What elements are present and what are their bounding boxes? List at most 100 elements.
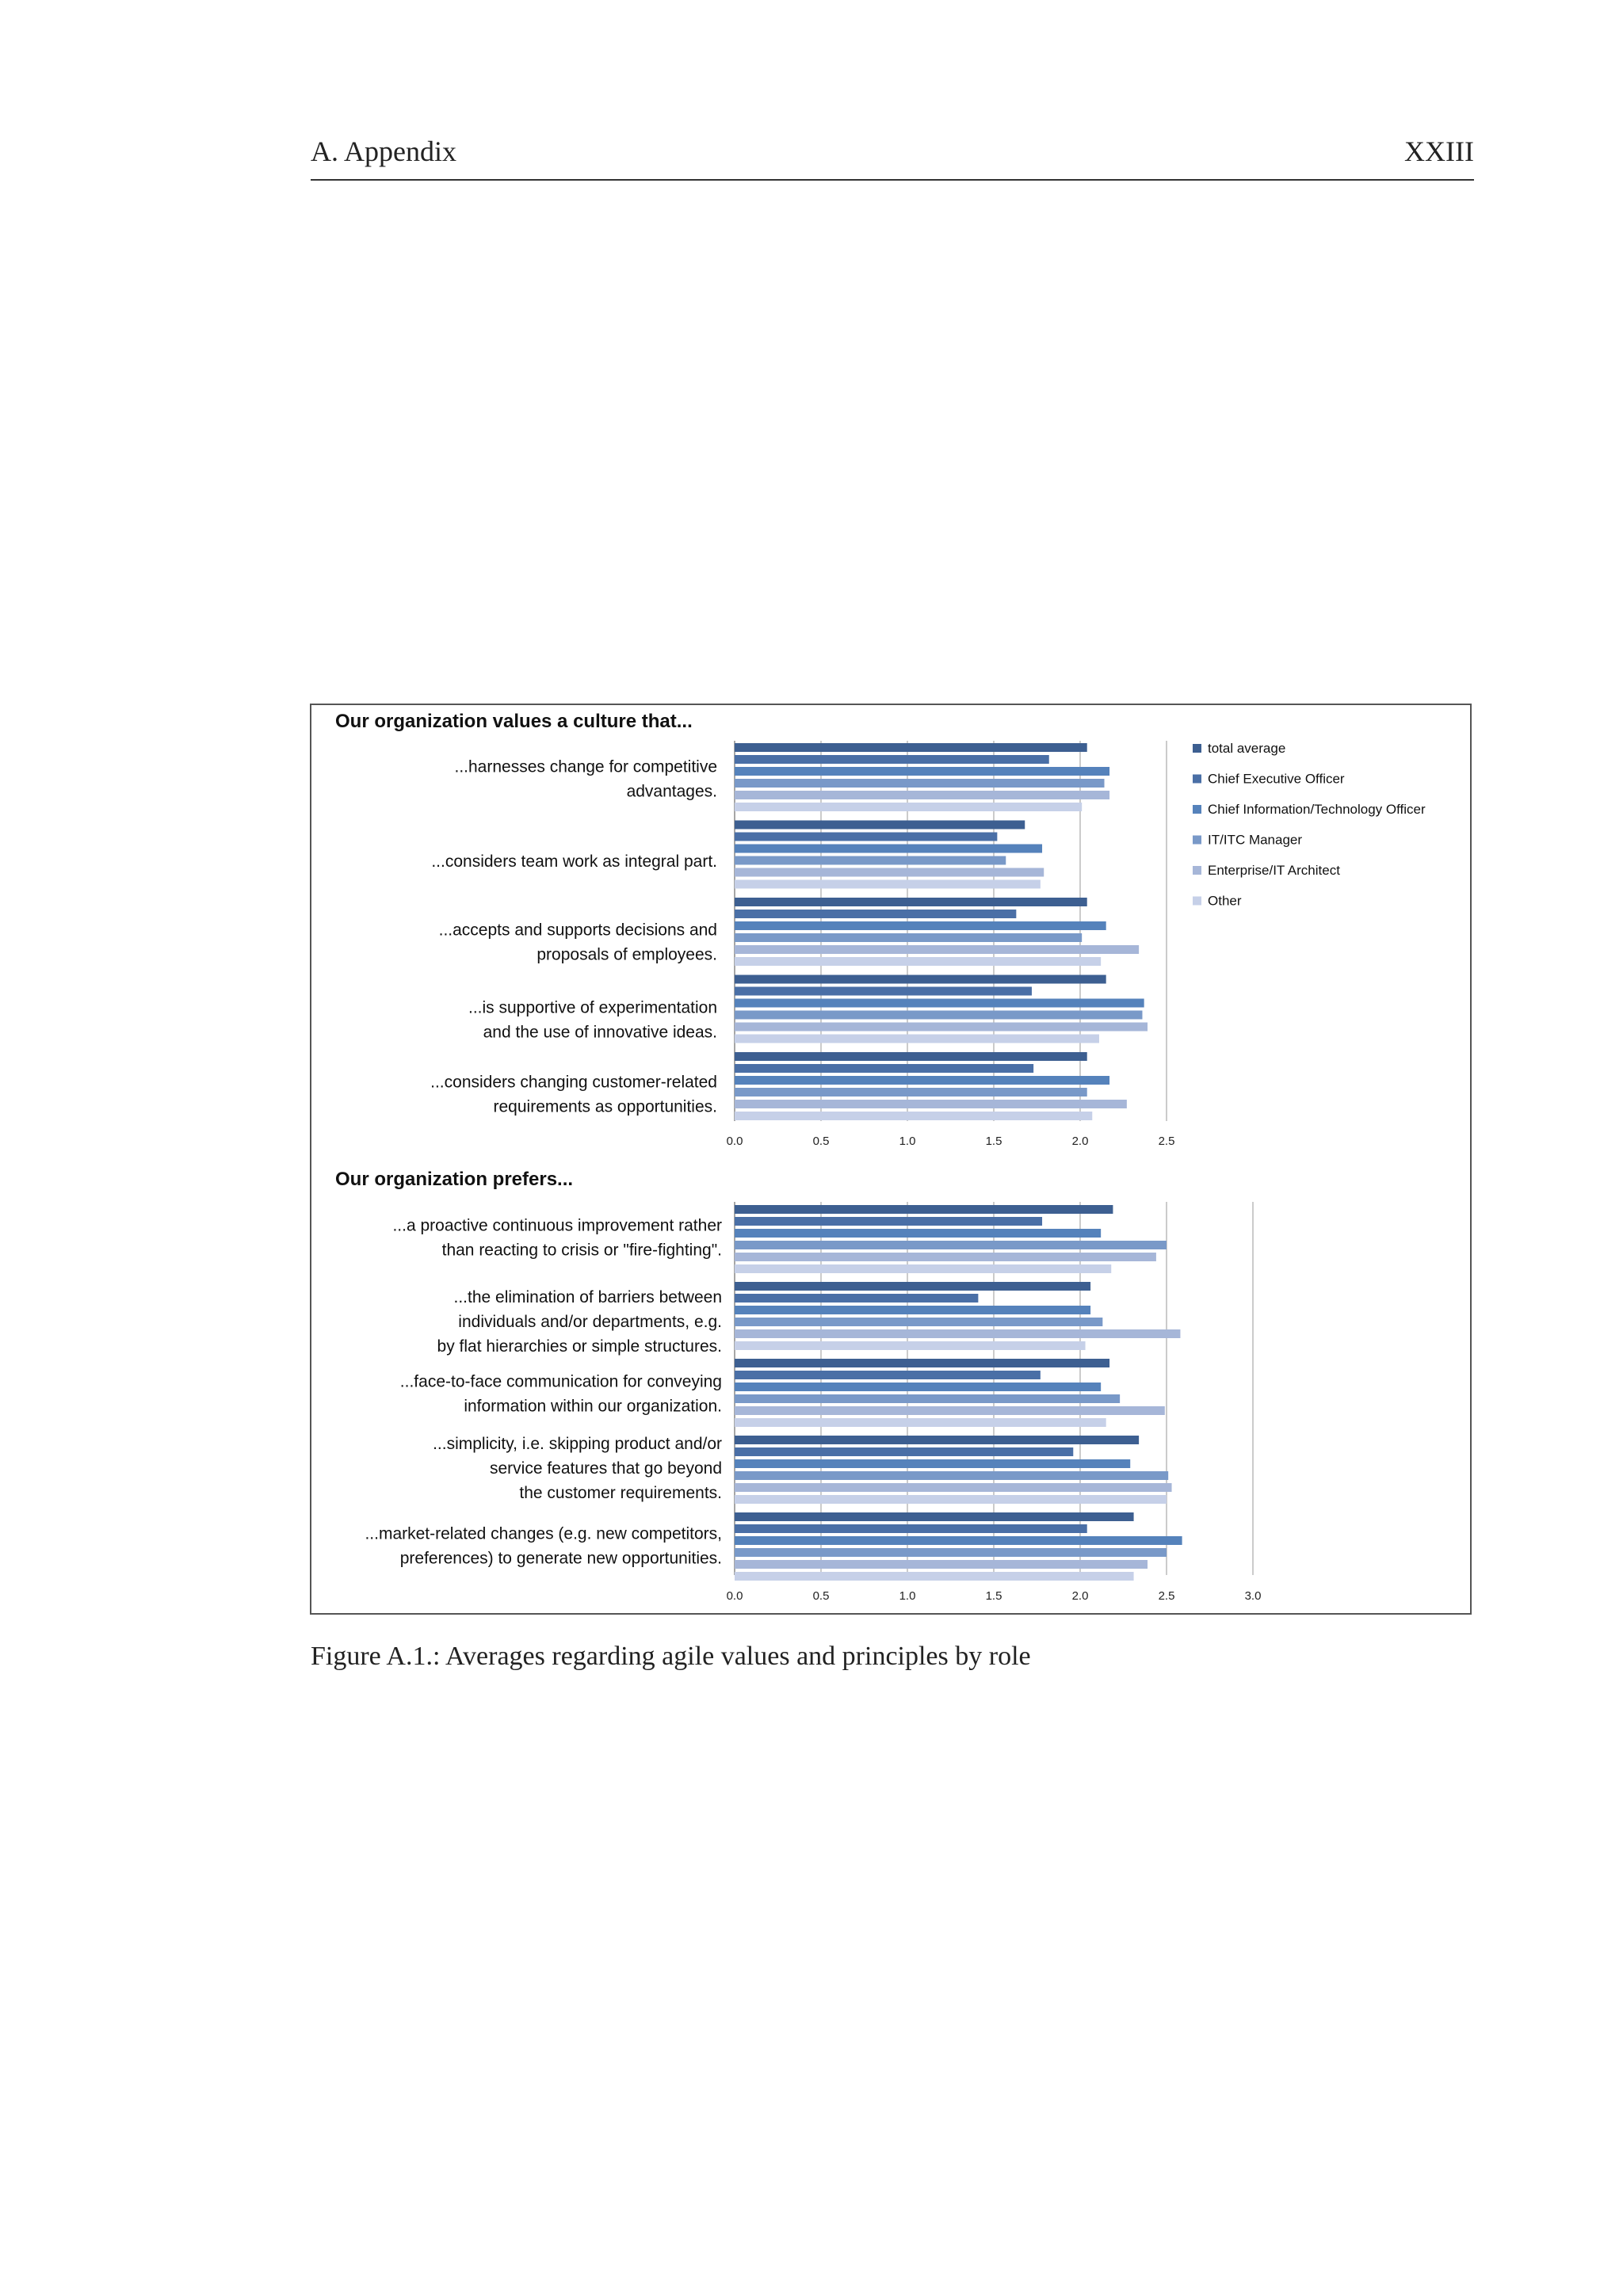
bar: [735, 779, 1105, 788]
bar: [735, 1383, 1102, 1391]
bar: [735, 844, 1043, 853]
bar: [735, 820, 1025, 830]
bar: [735, 1572, 1134, 1581]
category-label: ...considers changing customer-related: [430, 1074, 717, 1092]
bar: [735, 1253, 1156, 1261]
category-label: and the use of innovative ideas.: [483, 1024, 717, 1042]
x-tick-label: 2.0: [1072, 1589, 1089, 1603]
bar: [735, 1512, 1134, 1521]
legend-swatch: [1193, 744, 1201, 753]
x-tick-label: 1.5: [986, 1135, 1002, 1148]
x-tick-label: 0.5: [813, 1589, 830, 1603]
bar: [735, 898, 1087, 906]
bar: [735, 1282, 1091, 1291]
legend-label: Enterprise/IT Architect: [1208, 863, 1340, 878]
bar: [735, 1459, 1131, 1468]
legend-label: Chief Executive Officer: [1208, 772, 1345, 787]
bar: [735, 998, 1144, 1008]
bar: [735, 1064, 1034, 1073]
bar: [735, 1418, 1106, 1427]
bar: [735, 1341, 1086, 1350]
category-label: ...market-related changes (e.g. new comp…: [365, 1525, 722, 1543]
bar: [735, 945, 1140, 954]
bar: [735, 1010, 1143, 1020]
bar: [735, 1229, 1102, 1238]
bar: [735, 832, 998, 841]
x-tick-label: 1.0: [899, 1589, 916, 1603]
category-label: requirements as opportunities.: [494, 1098, 718, 1116]
bar: [735, 879, 1041, 889]
x-tick-label: 2.5: [1159, 1589, 1175, 1603]
category-label: ...considers team work as integral part.: [431, 852, 717, 871]
bar: [735, 933, 1083, 942]
bar: [735, 1536, 1182, 1545]
category-label: the customer requirements.: [519, 1484, 722, 1502]
x-tick-label: 1.0: [899, 1135, 916, 1148]
bar: [735, 1088, 1087, 1097]
category-label: individuals and/or departments, e.g.: [458, 1313, 722, 1331]
bar: [735, 1052, 1087, 1061]
bar: [735, 1294, 979, 1302]
category-label: ...face-to-face communication for convey…: [400, 1373, 722, 1391]
chapter-title: A. Appendix: [311, 135, 456, 167]
x-tick-label: 2.5: [1159, 1135, 1175, 1148]
x-tick-label: 0.0: [727, 1589, 743, 1603]
bar: [735, 1436, 1140, 1444]
bar: [735, 1371, 1041, 1379]
bar: [735, 1112, 1093, 1120]
bar: [735, 921, 1106, 930]
legend-label: total average: [1208, 741, 1285, 756]
bar: [735, 957, 1102, 966]
legend-swatch: [1193, 866, 1201, 875]
bar: [735, 910, 1017, 918]
legend-swatch: [1193, 835, 1201, 845]
bar: [735, 1548, 1167, 1557]
page-header: A. Appendix XXIII: [311, 133, 1474, 181]
bar: [735, 1406, 1165, 1415]
bar: [735, 767, 1110, 776]
bar: [735, 1100, 1127, 1108]
bar: [735, 1560, 1148, 1569]
bar: [735, 1524, 1087, 1533]
chart-title: Our organization prefers...: [335, 1169, 573, 1190]
bar: [735, 755, 1049, 764]
category-label: than reacting to crisis or "fire-fightin…: [442, 1241, 722, 1260]
category-label: by flat hierarchies or simple structures…: [437, 1337, 722, 1356]
chart-title: Our organization values a culture that..…: [335, 711, 693, 732]
bar: [735, 868, 1044, 877]
bar: [735, 1483, 1172, 1492]
bar: [735, 1447, 1074, 1456]
legend-label: Chief Information/Technology Officer: [1208, 802, 1426, 817]
category-label: ...simplicity, i.e. skipping product and…: [433, 1435, 722, 1453]
x-tick-label: 0.0: [727, 1135, 743, 1148]
bar: [735, 1076, 1110, 1085]
bar: [735, 1306, 1091, 1314]
bar: [735, 1217, 1043, 1226]
category-label: advantages.: [627, 783, 717, 801]
category-label: preferences) to generate new opportuniti…: [400, 1550, 722, 1568]
x-tick-label: 1.5: [986, 1589, 1002, 1603]
bar: [735, 1318, 1103, 1326]
legend-swatch: [1193, 896, 1201, 906]
x-tick-label: 2.0: [1072, 1135, 1089, 1148]
page-number: XXIII: [1404, 135, 1474, 167]
figure-caption: Figure A.1.: Averages regarding agile va…: [311, 1642, 1031, 1671]
legend-label: IT/ITC Manager: [1208, 833, 1302, 848]
bar: [735, 1471, 1169, 1480]
legend-swatch: [1193, 805, 1201, 814]
category-label: ...accepts and supports decisions and: [439, 921, 717, 940]
bar: [735, 1264, 1112, 1273]
bar: [735, 743, 1087, 752]
bar: [735, 1205, 1113, 1214]
legend-label: Other: [1208, 894, 1242, 909]
x-tick-label: 3.0: [1245, 1589, 1262, 1603]
bar: [735, 974, 1106, 984]
category-label: ...is supportive of experimentation: [468, 999, 717, 1017]
bar: [735, 791, 1110, 799]
bar: [735, 803, 1083, 811]
agile-values-chart: Our organization values a culture that..…: [335, 711, 1426, 1603]
bar: [735, 1394, 1121, 1403]
bar: [735, 1495, 1167, 1504]
category-label: information within our organization.: [464, 1398, 722, 1416]
x-tick-label: 0.5: [813, 1135, 830, 1148]
